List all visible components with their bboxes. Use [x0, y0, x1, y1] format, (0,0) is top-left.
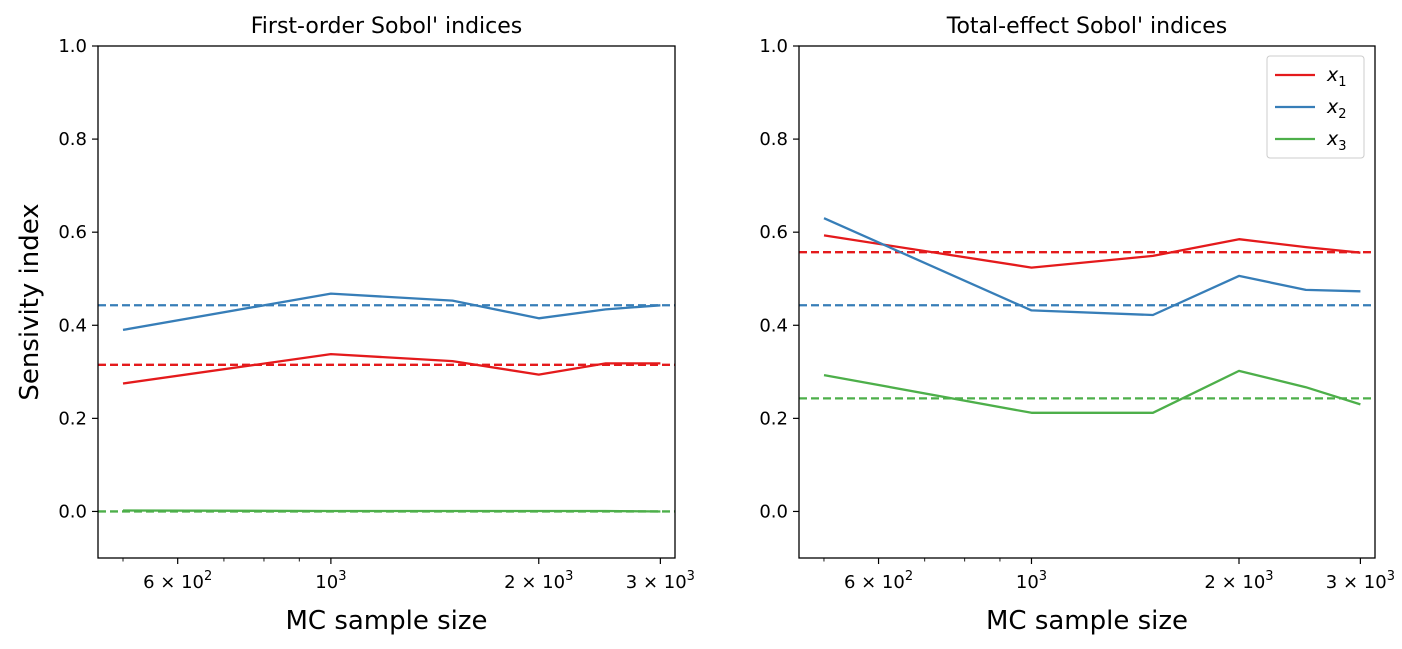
y-tick-label: 0.8	[759, 129, 788, 150]
x-tick-label: 3 × 103	[1326, 569, 1395, 593]
x-axis-label: MC sample size	[285, 606, 487, 636]
x-axis-label: MC sample size	[986, 606, 1188, 636]
series-line-x1	[122, 352, 661, 385]
series-line-x2	[122, 292, 661, 332]
chart-title: First-order Sobol' indices	[251, 14, 523, 39]
series-line-x3	[823, 369, 1361, 414]
y-tick-label: 0.6	[58, 222, 87, 243]
y-tick-label: 1.0	[759, 36, 788, 57]
series-line-x3	[122, 509, 661, 513]
series-line-x1	[823, 234, 1361, 269]
y-tick-label: 1.0	[58, 36, 87, 57]
y-tick-label: 0.0	[759, 501, 788, 522]
y-axis-label: Sensivity index	[15, 203, 45, 400]
series-line-x2	[823, 217, 1361, 317]
chart-title: Total-effect Sobol' indices	[946, 14, 1228, 39]
x-tick-label: 103	[1016, 569, 1047, 593]
x-tick-label: 103	[315, 569, 346, 593]
total-effect-panel: Total-effect Sobol' indices MC sample siz…	[759, 14, 1395, 636]
x-tick-label: 2 × 103	[1204, 569, 1273, 593]
y-tick-label: 0.2	[58, 408, 87, 429]
x-tick-label: 2 × 103	[504, 569, 573, 593]
legend-box	[1266, 55, 1365, 159]
x-tick-label: 6 × 102	[844, 569, 913, 593]
y-tick-label: 0.0	[58, 501, 87, 522]
x-tick-label: 6 × 102	[143, 569, 212, 593]
y-tick-label: 0.6	[759, 222, 788, 243]
y-tick-label: 0.4	[759, 315, 788, 336]
plot-frame	[97, 45, 676, 559]
plot-frame	[798, 45, 1376, 559]
x-tick-label: 3 × 103	[626, 569, 695, 593]
y-tick-label: 0.4	[58, 315, 87, 336]
y-tick-label: 0.2	[759, 408, 788, 429]
y-tick-label: 0.8	[58, 129, 87, 150]
first-order-panel: First-order Sobol' indices MC sample size…	[58, 14, 695, 636]
